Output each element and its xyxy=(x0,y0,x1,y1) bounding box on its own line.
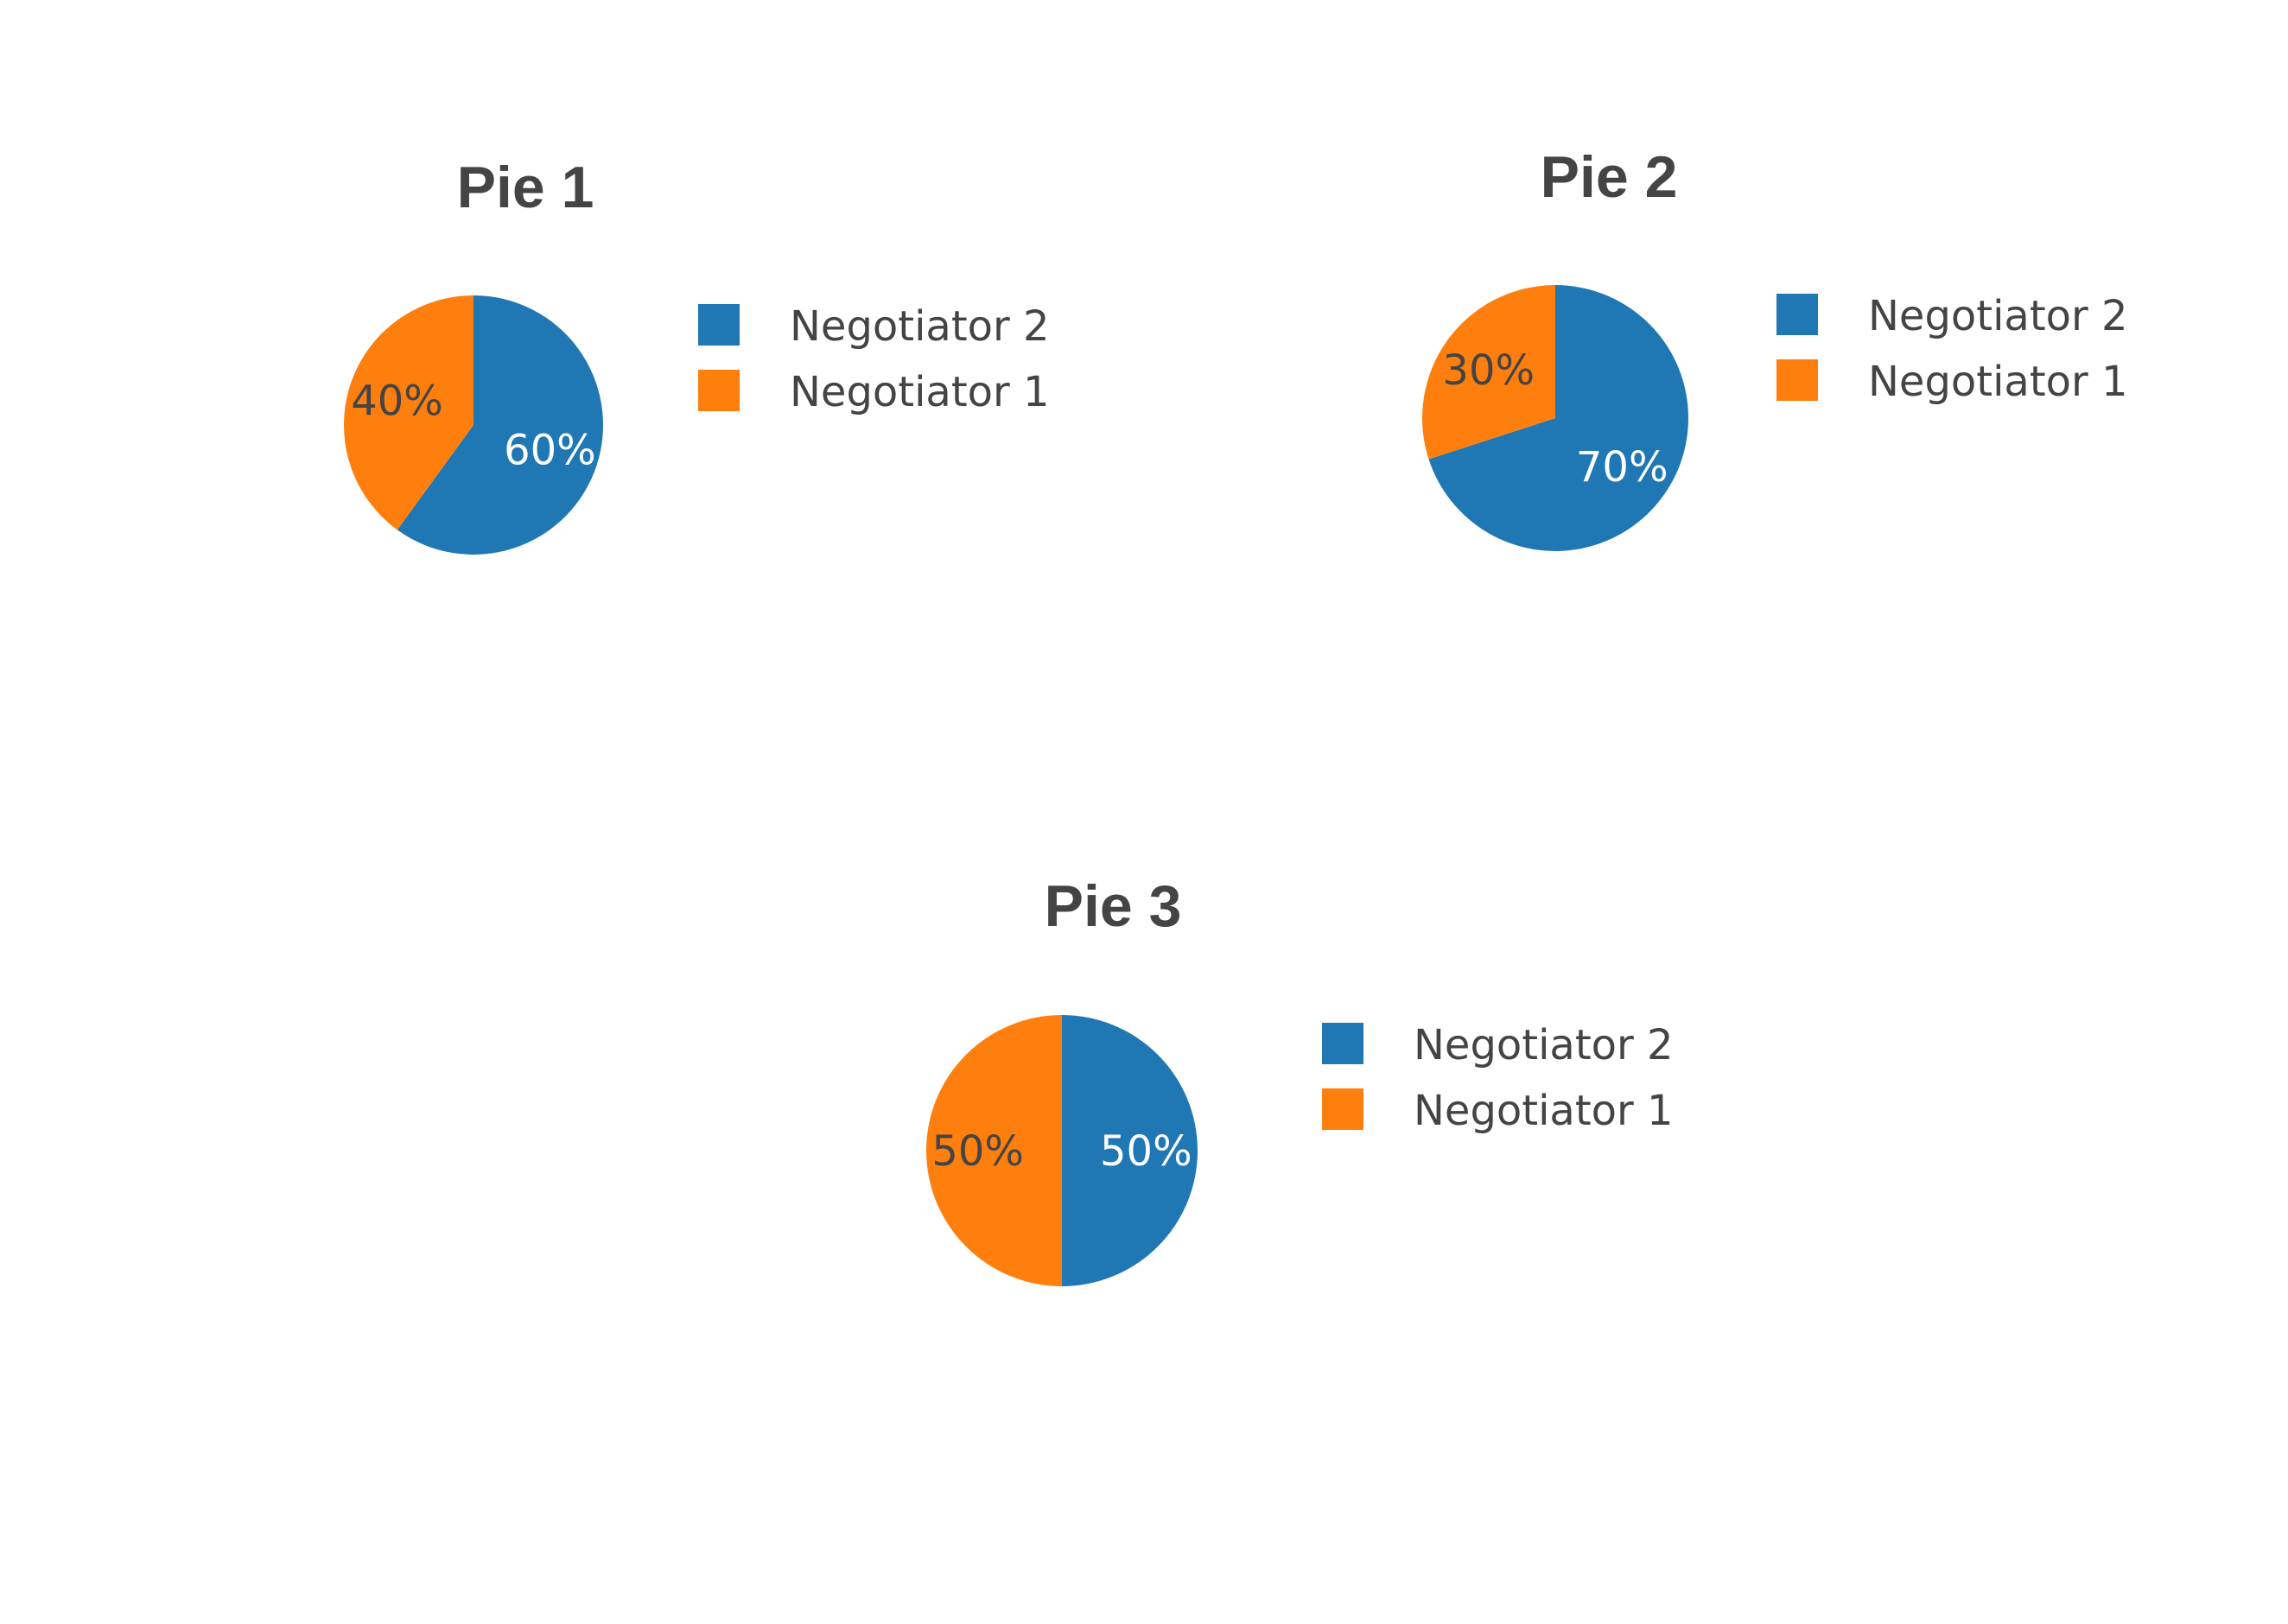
pie-chart-2: Pie 2 70% 30% Negotiator 2 Negotiator 1 xyxy=(1422,144,2128,551)
legend-item-negotiator-2[interactable]: Negotiator 2 xyxy=(698,302,1050,351)
pie-slice-negotiator-1[interactable] xyxy=(1422,285,1555,460)
legend-swatch xyxy=(698,304,740,346)
pie-slice-negotiator-2[interactable] xyxy=(397,295,603,555)
legend-label: Negotiator 2 xyxy=(1414,1021,1674,1069)
pie-chart-3: Pie 3 50% 50% Negotiator 2 Negotiator 1 xyxy=(926,873,1674,1286)
legend-item-negotiator-1[interactable]: Negotiator 1 xyxy=(1776,358,2128,406)
legend-label: Negotiator 1 xyxy=(1414,1087,1674,1135)
legend: Negotiator 2 Negotiator 1 xyxy=(1776,292,2128,406)
pie-slice-negotiator-2[interactable] xyxy=(1062,1015,1198,1286)
pie-title: Pie 2 xyxy=(1541,144,1678,210)
legend-label: Negotiator 2 xyxy=(790,302,1050,351)
legend-label: Negotiator 2 xyxy=(1868,292,2128,340)
legend-label: Negotiator 1 xyxy=(790,368,1050,416)
legend-item-negotiator-1[interactable]: Negotiator 1 xyxy=(1322,1087,1674,1135)
slice-label: 50% xyxy=(1100,1127,1192,1176)
legend-swatch xyxy=(698,370,740,411)
legend-swatch xyxy=(1322,1023,1363,1064)
legend-item-negotiator-2[interactable]: Negotiator 2 xyxy=(1322,1021,1674,1069)
pie-slice-negotiator-2[interactable] xyxy=(1428,285,1689,551)
legend: Negotiator 2 Negotiator 1 xyxy=(698,302,1050,416)
legend-swatch xyxy=(1776,359,1818,401)
slice-label: 40% xyxy=(351,377,443,425)
pie-title: Pie 1 xyxy=(457,155,594,220)
legend-swatch xyxy=(1776,294,1818,335)
legend-item-negotiator-2[interactable]: Negotiator 2 xyxy=(1776,292,2128,340)
slice-label: 60% xyxy=(504,427,596,475)
pie-slice-negotiator-1[interactable] xyxy=(926,1015,1062,1286)
legend-item-negotiator-1[interactable]: Negotiator 1 xyxy=(698,368,1050,416)
slice-label: 30% xyxy=(1442,346,1535,395)
legend: Negotiator 2 Negotiator 1 xyxy=(1322,1021,1674,1135)
slice-label: 50% xyxy=(931,1127,1024,1176)
pie-chart-1: Pie 1 60% 40% Negotiator 2 Negotiator 1 xyxy=(344,155,1050,555)
slice-label: 70% xyxy=(1576,443,1668,492)
legend-label: Negotiator 1 xyxy=(1868,358,2128,406)
pie-title: Pie 3 xyxy=(1045,873,1182,939)
pie-slice-negotiator-1[interactable] xyxy=(344,295,473,530)
legend-swatch xyxy=(1322,1088,1363,1130)
